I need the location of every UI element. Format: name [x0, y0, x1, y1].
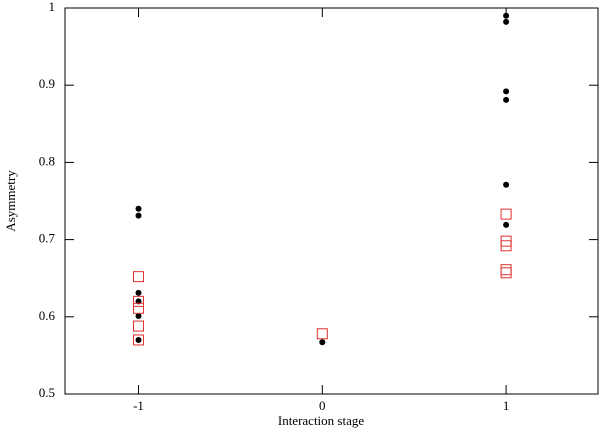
point [500, 267, 512, 279]
point [133, 271, 145, 283]
x-tick-label: -1 [133, 398, 144, 413]
point [135, 336, 142, 343]
point [133, 295, 145, 307]
x-tick-label: 0 [319, 398, 326, 413]
point [503, 12, 510, 19]
point [135, 205, 142, 212]
point [503, 181, 510, 188]
point [500, 240, 512, 252]
point [133, 320, 145, 332]
y-tick-label: 1 [49, 0, 56, 14]
y-tick-label: 0.7 [39, 231, 56, 246]
y-tick-label: 0.9 [39, 76, 55, 91]
point [503, 88, 510, 95]
point [133, 302, 145, 314]
y-axis-label: Asymmetry [3, 170, 18, 232]
point [316, 328, 328, 340]
point [503, 96, 510, 103]
point [135, 289, 142, 296]
plot-frame [64, 7, 599, 395]
point [319, 339, 326, 346]
point [135, 313, 142, 320]
point [135, 212, 142, 219]
y-tick-label: 0.8 [39, 153, 55, 168]
x-axis-label: Interaction stage [278, 413, 364, 428]
point [503, 18, 510, 25]
point [500, 264, 512, 276]
point [133, 334, 145, 346]
point [503, 221, 510, 228]
x-tick-label: 1 [503, 398, 510, 413]
point [500, 208, 512, 220]
y-tick-label: 0.5 [39, 385, 55, 400]
y-tick-label: 0.6 [39, 308, 56, 323]
